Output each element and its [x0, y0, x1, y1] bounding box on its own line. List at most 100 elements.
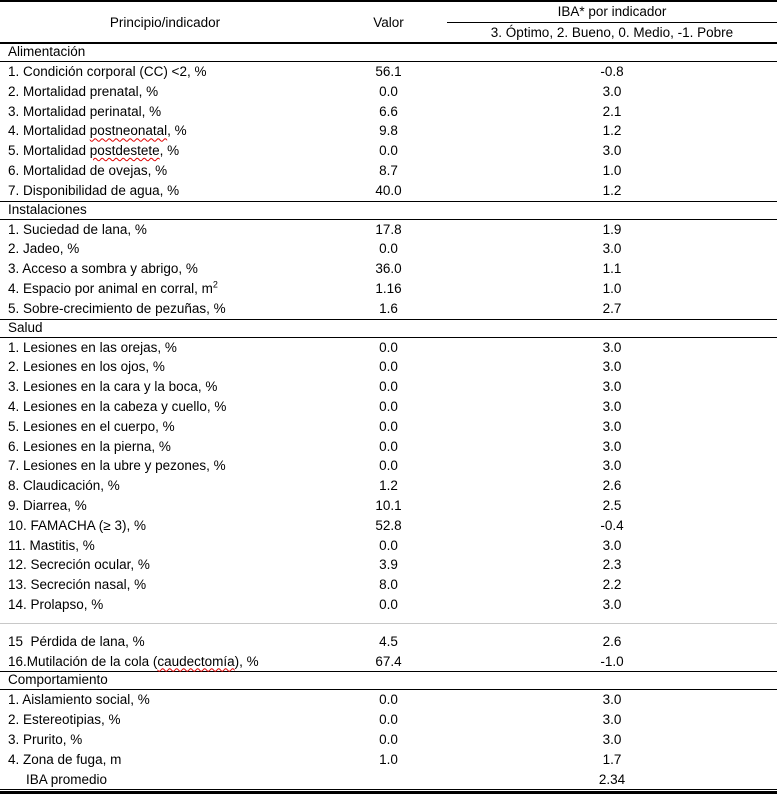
- table-row: 11. Mastitis, % 0.0 3.0: [0, 536, 777, 556]
- section-instalaciones: Instalaciones 1. Suciedad de lana, % 17.8 1…: [0, 200, 777, 319]
- indicator-cell: 11. Mastitis, %: [8, 537, 95, 553]
- iba-cell: 3.0: [602, 438, 622, 454]
- valor-cell: 0.0: [379, 537, 398, 553]
- indicator-cell: 16.Mutilación de la cola (caudectomía), …: [0, 652, 330, 672]
- valor-cell: 4.5: [379, 633, 398, 649]
- table-header: Principio/indicador Valor IBA* por indic…: [0, 2, 777, 44]
- indicator-cell: 8. Claudicación, %: [8, 478, 120, 494]
- valor-cell: 0.0: [379, 712, 398, 728]
- misspelled-word: caudectomía: [157, 653, 235, 669]
- indicator-cell: 1. Lesiones en las orejas, %: [8, 339, 177, 355]
- iba-cell: 3.0: [602, 692, 622, 708]
- table-bottom-thick-rule: [0, 791, 777, 795]
- iba-cell: 3.0: [602, 418, 622, 434]
- indicator-cell: 13. Secreción nasal, %: [8, 577, 147, 593]
- iba-cell: 2.3: [602, 557, 622, 573]
- iba-cell: 3.0: [602, 241, 622, 257]
- valor-cell: 0.0: [379, 731, 398, 747]
- indicator-cell: 4. Zona de fuga, m: [8, 751, 122, 767]
- valor-cell: 10.1: [375, 497, 402, 513]
- table-row: 9. Diarrea, % 10.1 2.5: [0, 496, 777, 516]
- iba-cell: 1.7: [602, 751, 622, 767]
- table-row: 4. Lesiones en la cabeza y cuello, % 0.0 3…: [0, 397, 777, 417]
- indicator-cell: 3. Acceso a sombra y abrigo, %: [8, 261, 198, 277]
- section-title: Comportamiento: [0, 672, 777, 691]
- table-bottom-thin-rule: [0, 789, 777, 791]
- table-row: 4. Espacio por animal en corral, m2 1.16 1…: [0, 279, 777, 299]
- label-text: , %: [167, 123, 187, 139]
- indicator-cell: 2. Estereotipias, %: [8, 712, 121, 728]
- iba-cell: 2.1: [602, 103, 622, 119]
- valor-cell: 56.1: [375, 64, 402, 79]
- valor-cell: 0.0: [379, 458, 398, 474]
- iba-cell: 3.0: [602, 398, 622, 414]
- table-row: 16.Mutilación de la cola (caudectomía), …: [0, 652, 777, 672]
- valor-cell: 0.0: [379, 692, 398, 708]
- misspelled-word: postdestete: [89, 143, 160, 159]
- indicator-cell: 3. Lesiones en la cara y la boca, %: [8, 379, 218, 395]
- table-row: 5. Lesiones en el cuerpo, % 0.0 3.0: [0, 417, 777, 437]
- indicator-cell: 1. Suciedad de lana, %: [8, 221, 147, 237]
- indicator-cell: 5. Sobre-crecimiento de pezuñas, %: [8, 300, 226, 316]
- section-alimentacion: Alimentación 1. Condición corporal (CC) <…: [0, 44, 777, 201]
- indicator-cell: 4. Espacio por animal en corral, m2: [0, 279, 330, 299]
- light-divider-rule: [0, 615, 777, 632]
- valor-cell: 1.16: [375, 280, 402, 296]
- valor-cell: 1.2: [379, 478, 398, 494]
- table-row: 13. Secreción nasal, % 8.0 2.2: [0, 575, 777, 595]
- indicator-cell: 12. Secreción ocular, %: [8, 557, 150, 573]
- valor-cell: 0.0: [379, 359, 398, 375]
- table-row: 1. Suciedad de lana, % 17.8 1.9: [0, 220, 777, 240]
- iba-cell: 2.5: [602, 497, 622, 513]
- valor-cell: 0.0: [379, 143, 398, 159]
- table-row: 15 Pérdida de lana, % 4.5 2.6: [0, 632, 777, 652]
- valor-cell: 0.0: [379, 596, 398, 612]
- iba-cell: 3.0: [602, 379, 622, 395]
- indicator-cell: 1. Aislamiento social, %: [8, 692, 150, 708]
- valor-cell: 9.8: [379, 123, 398, 139]
- iba-cell: 3.0: [602, 596, 622, 612]
- iba-cell: -1.0: [600, 653, 624, 669]
- superscript: 2: [212, 279, 218, 290]
- indicator-cell: 2. Jadeo, %: [8, 241, 80, 257]
- iba-cell: 3.0: [602, 83, 622, 99]
- table-row: 3. Prurito, % 0.0 3.0: [0, 730, 777, 750]
- indicator-cell: 4. Lesiones en la cabeza y cuello, %: [8, 398, 227, 414]
- table-row: 4. Mortalidad postneonatal, % 9.8 1.2: [0, 121, 777, 141]
- table-row: 7. Lesiones en la ubre y pezones, % 0.0 3.…: [0, 456, 777, 476]
- valor-cell: 0.0: [379, 379, 398, 395]
- iba-cell: 1.9: [602, 221, 622, 237]
- valor-cell: 17.8: [375, 221, 402, 237]
- iba-cell: 3.0: [602, 143, 622, 159]
- iba-cell: 2.34: [598, 771, 626, 787]
- iba-cell: 3.0: [602, 359, 622, 375]
- valor-cell: 1.0: [379, 751, 398, 767]
- indicator-cell: 14. Prolapso, %: [8, 596, 104, 612]
- iba-cell: 1.2: [602, 123, 622, 139]
- indicator-cell: 5. Mortalidad postdestete, %: [0, 141, 330, 161]
- table-row: 1. Aislamiento social, % 0.0 3.0: [0, 690, 777, 710]
- indicator-cell: IBA promedio: [26, 771, 108, 787]
- valor-cell: 0.0: [379, 339, 398, 355]
- iba-cell: 3.0: [602, 537, 622, 553]
- indicator-cell: 9. Diarrea, %: [8, 497, 87, 513]
- indicator-cell: 7. Disponibilidad de agua, %: [8, 182, 180, 198]
- label-text: , %: [159, 143, 180, 159]
- table-row: 2. Estereotipias, % 0.0 3.0: [0, 710, 777, 730]
- indicator-cell: 6. Mortalidad de ovejas, %: [8, 162, 168, 178]
- valor-cell: 0.0: [379, 241, 398, 257]
- iba-cell: 1.0: [602, 280, 622, 296]
- iba-cell: 2.6: [602, 478, 622, 494]
- valor-cell: 40.0: [375, 182, 402, 198]
- valor-cell: 6.6: [379, 103, 398, 119]
- table-body: Alimentación 1. Condición corporal (CC) <…: [0, 44, 777, 789]
- iba-cell: 3.0: [602, 339, 622, 355]
- iba-cell: 1.0: [602, 162, 622, 178]
- table-row: 2. Jadeo, % 0.0 3.0: [0, 239, 777, 259]
- table-row: 8. Claudicación, % 1.2 2.6: [0, 476, 777, 496]
- label-text: 4. Mortalidad: [8, 123, 90, 139]
- section-title: Instalaciones: [0, 202, 777, 220]
- table-row: 2. Lesiones en los ojos, % 0.0 3.0: [0, 357, 777, 377]
- section-salud: Salud 1. Lesiones en las orejas, % 0.0 3.0 2…: [0, 318, 777, 672]
